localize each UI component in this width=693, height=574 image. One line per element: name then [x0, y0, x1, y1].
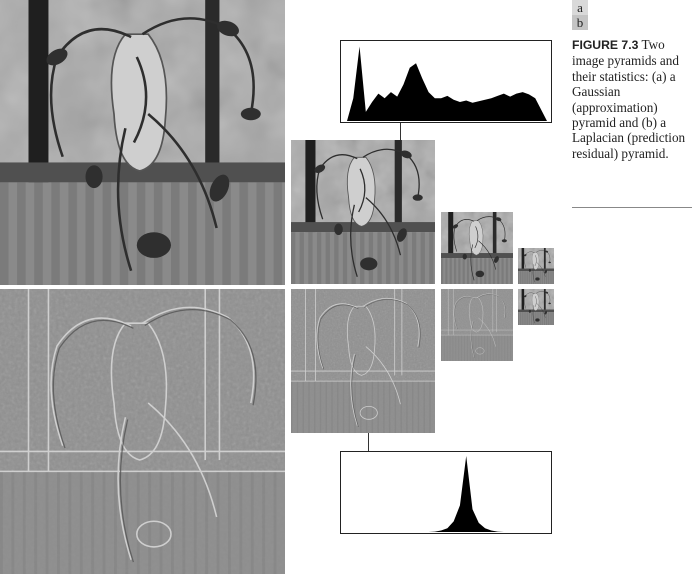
laplacian-level-3-image: [518, 289, 554, 325]
histogram-area-0: [347, 46, 547, 121]
panel-label-a: a: [572, 0, 588, 15]
laplacian-histogram: [340, 451, 552, 534]
caption-divider: [572, 207, 692, 208]
gaussian-histogram: [340, 40, 552, 123]
figure-caption-label: FIGURE 7.3: [572, 38, 639, 52]
gaussian-level-3-image: [518, 248, 554, 284]
laplacian-level-2-image: [441, 289, 513, 361]
laplacian-level-1-image: [291, 289, 435, 433]
laplacian-histogram-connector: [368, 433, 369, 451]
gaussian-level-0-image: [0, 0, 285, 285]
gaussian-histogram-connector: [400, 123, 401, 140]
gaussian-histogram-plot: [347, 46, 547, 121]
gaussian-level-1-image: [291, 140, 435, 284]
figure-caption: FIGURE 7.3 Two image pyramids and their …: [572, 37, 693, 161]
histogram-area-1: [347, 456, 547, 532]
panel-label-b: b: [572, 15, 588, 30]
laplacian-histogram-plot: [347, 456, 547, 532]
laplacian-level-0-image: [0, 289, 285, 574]
figure-caption-text: Two image pyramids and their statistics:…: [572, 37, 686, 161]
gaussian-level-2-image: [441, 212, 513, 284]
